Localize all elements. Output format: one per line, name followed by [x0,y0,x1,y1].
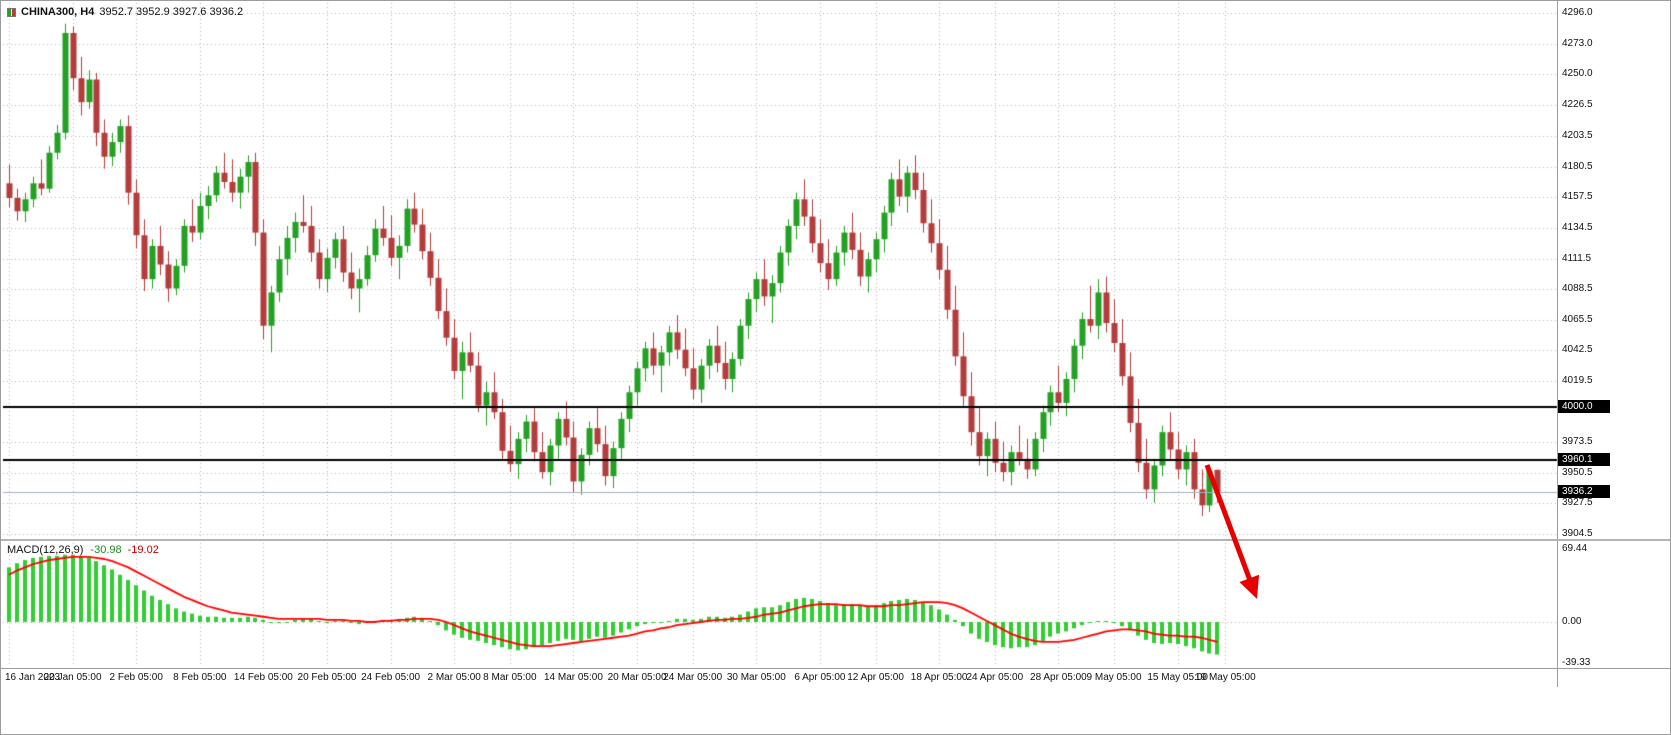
price-axis-label: 3973.5 [1562,436,1593,448]
time-axis-label: 16 Jan 2023 [5,672,61,683]
price-axis-label: 4296.0 [1562,7,1593,18]
time-axis-label: 9 May 05:00 [1086,672,1142,683]
time-axis-label: 8 Mar 05:00 [483,672,537,683]
price-axis-label: 3950.5 [1562,466,1593,478]
time-axis-label: 19 May 05:00 [1195,672,1256,683]
macd-value: -30.98 [90,544,122,556]
time-axis-label: 24 Apr 05:00 [966,672,1024,683]
time-axis-label: 2 Mar 05:00 [427,672,481,683]
resistance-price-badge: 4000.0 [1558,399,1610,413]
chart-title: CHINA300, H4 3952.7 3952.9 3927.6 3936.2 [7,6,243,18]
support-price-badge: 3960.1 [1558,453,1610,466]
macd-signal-value: -19.02 [127,544,159,556]
price-axis-label: 4226.5 [1562,99,1593,111]
candlestick-icon [7,7,16,17]
time-axis-label: 14 Feb 05:00 [233,672,293,683]
time-axis-label: 14 Mar 05:00 [543,672,603,683]
symbol-period-label: CHINA300, H4 [21,6,95,18]
time-axis-label: 24 Mar 05:00 [663,672,723,683]
time-axis-label: 30 Mar 05:00 [726,672,786,683]
price-axis-label: 4273.0 [1562,37,1593,49]
current-price-badge: 3936.2 [1558,484,1610,498]
price-axis-label: 4203.5 [1562,130,1593,142]
time-axis-label: 2 Feb 05:00 [109,672,163,683]
time-axis-label: 20 Mar 05:00 [607,672,667,683]
time-axis[interactable]: 16 Jan 2023 20 Jan 05:00 2 Feb 05:00 8 Feb … [1,671,1557,686]
time-axis-label: 12 Apr 05:00 [847,672,904,683]
price-axis-label: 4157.5 [1562,191,1593,203]
time-axis-label: 6 Apr 05:00 [794,672,846,683]
macd-axis-label: -39.33 [1562,657,1591,669]
price-axis-label: 3904.5 [1562,528,1593,539]
price-axis-separator[interactable] [1557,1,1558,687]
macd-axis-label: 69.44 [1562,543,1588,555]
pane-divider[interactable] [1,539,1670,541]
time-axis-label: 20 Jan 05:00 [43,672,102,683]
time-axis-separator [1,668,1670,669]
price-axis-label: 4134.5 [1562,221,1593,233]
price-axis-label: 4180.5 [1562,160,1593,172]
macd-indicator-label: MACD(12,26,9) -30.98 -19.02 [7,544,159,556]
time-axis-label: 15 May 05:00 [1147,672,1208,683]
price-axis-label: 4019.5 [1562,374,1593,386]
macd-name-label: MACD(12,26,9) [7,544,84,556]
time-axis-label: 28 Apr 05:00 [1030,672,1087,683]
ohlc-values: 3952.7 3952.9 3927.6 3936.2 [99,6,244,18]
price-axis-label: 4250.0 [1562,68,1593,80]
time-axis-label: 8 Feb 05:00 [173,672,227,683]
price-axis-label: 4088.5 [1562,283,1593,295]
time-axis-label: 18 Apr 05:00 [910,672,968,683]
price-axis-label: 4111.5 [1562,252,1592,264]
price-axis-label: 4065.5 [1562,313,1593,325]
time-axis-label: 20 Feb 05:00 [297,672,357,683]
time-axis-label: 24 Feb 05:00 [361,672,421,683]
price-axis-label: 4042.5 [1562,344,1593,356]
price-axis-label: 3927.5 [1562,497,1593,509]
macd-axis-label: 0.00 [1562,616,1582,627]
